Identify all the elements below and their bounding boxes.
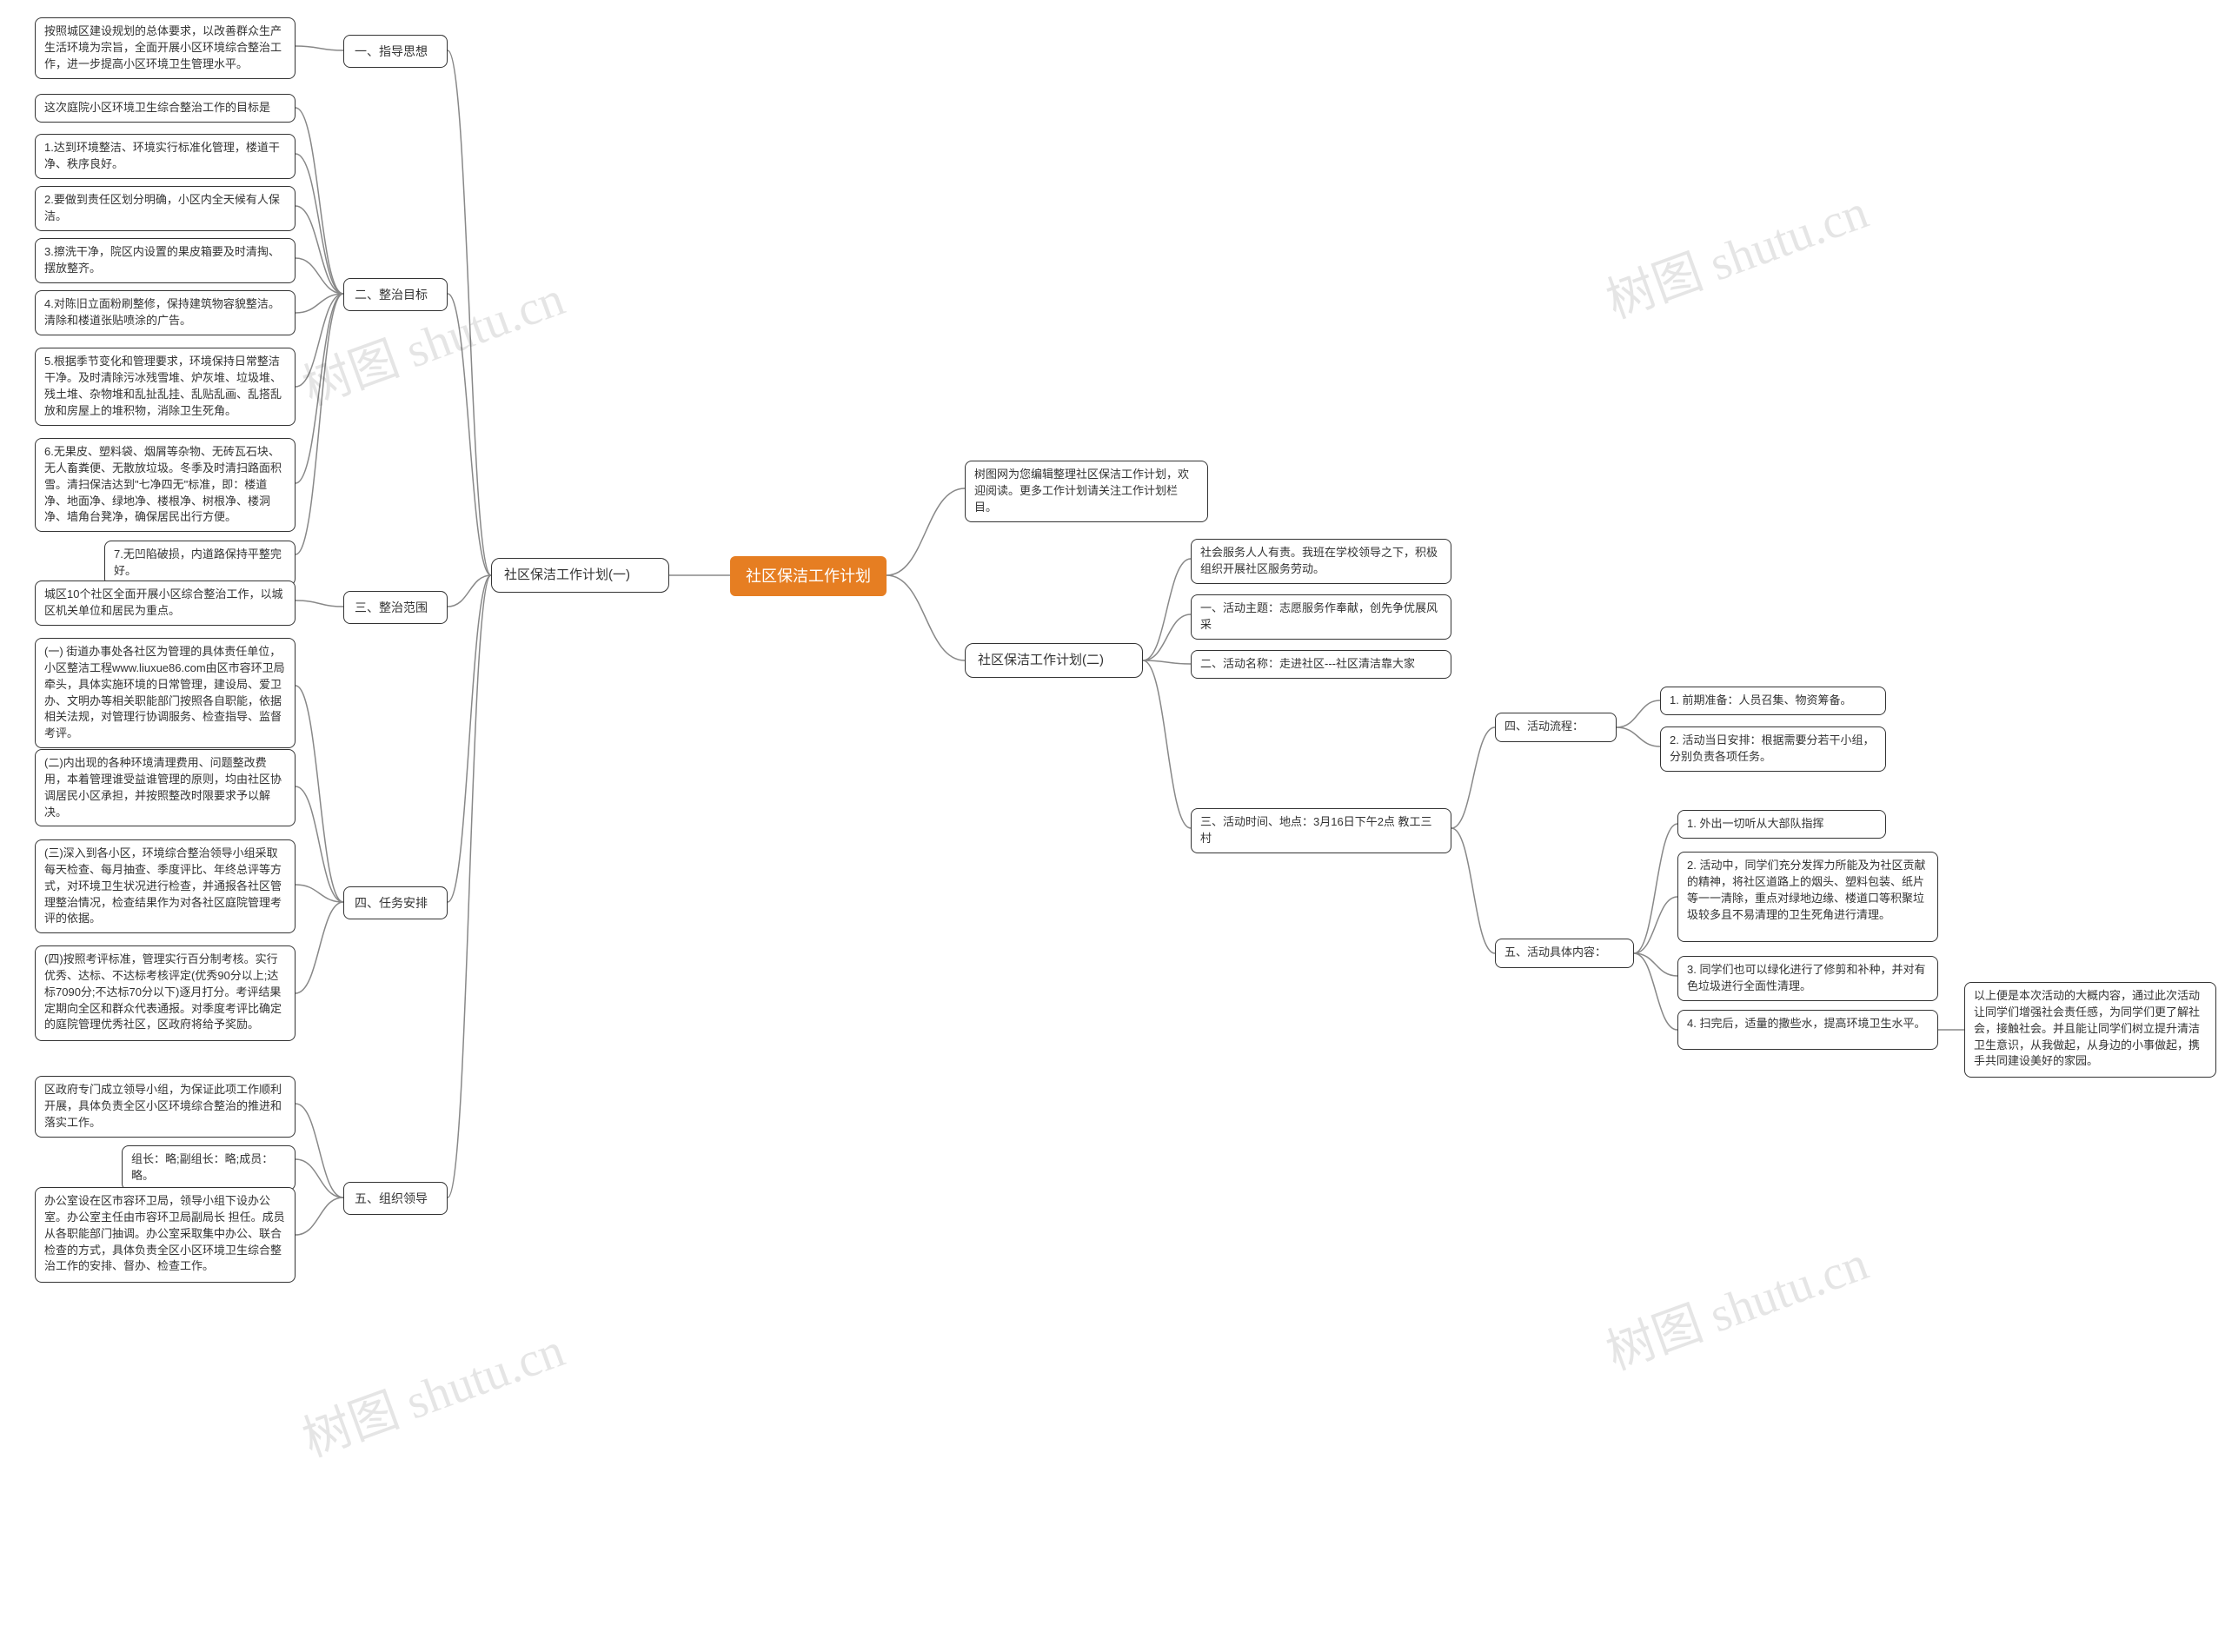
edge	[296, 154, 343, 294]
edge	[296, 600, 343, 607]
watermark: 树图 shutu.cn	[292, 1311, 573, 1471]
node-s1_4: 四、任务安排	[343, 886, 448, 919]
edge	[296, 902, 343, 993]
node-s1_2_e: 4.对陈旧立面粉刷整修，保持建筑物容貌整洁。清除和楼道张贴喷涂的广告。	[35, 290, 296, 335]
node-p2_a: 社会服务人人有责。我班在学校领导之下，积极组织开展社区服务劳动。	[1191, 539, 1451, 584]
node-s1_5_c: 办公室设在区市容环卫局，领导小组下设办公室。办公室主任由市容环卫局副局长 担任。…	[35, 1187, 296, 1283]
mindmap-canvas: 社区保洁工作计划 社区保洁工作计划(一) 一、指导思想 按照城区建设规划的总体要求，以…	[0, 0, 2225, 1652]
node-s1_2_g: 6.无果皮、塑料袋、烟屑等杂物、无砖瓦石块、无人畜粪便、无散放垃圾。冬季及时清扫…	[35, 438, 296, 532]
node-s1_2_h: 7.无凹陷破损，内道路保持平整完好。	[104, 541, 296, 586]
edge	[296, 686, 343, 902]
node-p2_d_2_d: 4. 扫完后，适量的撒些水，提高环境卫生水平。	[1677, 1010, 1938, 1050]
edge	[1617, 727, 1660, 746]
node-s1_5_b: 组长：略;副组长：略;成员：略。	[122, 1145, 296, 1191]
node-s1_4_a: (一) 街道办事处各社区为管理的具体责任单位，小区整洁工程www.liuxue8…	[35, 638, 296, 748]
node-s1_2: 二、整治目标	[343, 278, 448, 311]
edge	[296, 294, 343, 554]
node-s1_3: 三、整治范围	[343, 591, 448, 624]
node-s1_4_c: (三)深入到各小区，环境综合整治领导小组采取每天检查、每月抽查、季度评比、年终总…	[35, 839, 296, 933]
edge	[1634, 897, 1677, 953]
node-p2_d: 三、活动时间、地点：3月16日下午2点 教工三村	[1191, 808, 1451, 853]
node-p2_d_1_b: 2. 活动当日安排：根据需要分若干小组，分别负责各项任务。	[1660, 726, 1886, 772]
edge	[448, 575, 491, 1198]
node-s1_2_c: 2.要做到责任区划分明确，小区内全天候有人保洁。	[35, 186, 296, 231]
edge	[296, 294, 343, 387]
watermark: 树图 shutu.cn	[1596, 173, 1876, 333]
node-s1_2_a: 这次庭院小区环境卫生综合整治工作的目标是	[35, 94, 296, 123]
node-p2_d_2_d_x: 以上便是本次活动的大概内容，通过此次活动让同学们增强社会责任感，为同学们更了解社…	[1964, 982, 2216, 1078]
node-plan1: 社区保洁工作计划(一)	[491, 558, 669, 593]
node-s1_1: 一、指导思想	[343, 35, 448, 68]
node-p2_d_2_b: 2. 活动中，同学们充分发挥力所能及为社区贡献的精神，将社区道路上的烟头、塑料包…	[1677, 852, 1938, 942]
node-p2_d_2_c: 3. 同学们也可以绿化进行了修剪和补种，并对有色垃圾进行全面性清理。	[1677, 956, 1938, 1001]
edge	[296, 258, 343, 294]
node-s1_2_b: 1.达到环境整洁、环境实行标准化管理，楼道干净、秩序良好。	[35, 134, 296, 179]
edge	[1634, 953, 1677, 976]
node-p2_c: 二、活动名称：走进社区---社区清洁靠大家	[1191, 650, 1451, 679]
edge	[296, 1198, 343, 1235]
edge	[448, 294, 491, 575]
edge	[296, 1159, 343, 1198]
edge	[296, 786, 343, 902]
edge-layer	[0, 0, 2225, 1652]
node-p2_d_2_a: 1. 外出一切听从大部队指挥	[1677, 810, 1886, 839]
node-root: 社区保洁工作计划	[730, 556, 887, 596]
edge	[448, 575, 491, 607]
node-s1_2_d: 3.擦洗干净，院区内设置的果皮箱要及时清掏、摆放整齐。	[35, 238, 296, 283]
edge	[296, 46, 343, 50]
edge	[1617, 700, 1660, 727]
node-p2_b: 一、活动主题：志愿服务作奉献，创先争优展风采	[1191, 594, 1451, 640]
edge	[296, 885, 343, 902]
edge	[296, 108, 343, 294]
node-s1_5: 五、组织领导	[343, 1182, 448, 1215]
edge	[296, 1104, 343, 1198]
edge	[1143, 614, 1191, 660]
node-intro2: 树图网为您编辑整理社区保洁工作计划，欢迎阅读。更多工作计划请关注工作计划栏目。	[965, 461, 1208, 522]
node-p2_d_2: 五、活动具体内容：	[1495, 939, 1634, 968]
edge	[448, 575, 491, 902]
watermark: 树图 shutu.cn	[1596, 1224, 1876, 1384]
edge	[1634, 953, 1677, 1030]
edge	[887, 488, 965, 575]
node-p2_d_1_a: 1. 前期准备：人员召集、物资筹备。	[1660, 687, 1886, 715]
node-p2_d_1: 四、活动流程：	[1495, 713, 1617, 742]
edge	[1451, 828, 1495, 953]
node-s1_3_a: 城区10个社区全面开展小区综合整治工作，以城区机关单位和居民为重点。	[35, 581, 296, 626]
edge	[296, 206, 343, 294]
edge	[1143, 559, 1191, 660]
edge	[448, 50, 491, 575]
edge	[296, 294, 343, 483]
edge	[296, 294, 343, 313]
edge	[1634, 824, 1677, 953]
node-s1_2_f: 5.根据季节变化和管理要求，环境保持日常整洁干净。及时清除污冰残雪堆、炉灰堆、垃…	[35, 348, 296, 426]
edge	[1143, 660, 1191, 828]
edge	[887, 575, 965, 660]
node-s1_4_b: (二)内出现的各种环境清理费用、问题整改费用，本着管理谁受益谁管理的原则，均由社…	[35, 749, 296, 826]
node-s1_5_a: 区政府专门成立领导小组，为保证此项工作顺利开展，具体负责全区小区环境综合整治的推…	[35, 1076, 296, 1138]
edge	[1143, 660, 1191, 664]
node-s1_1_a: 按照城区建设规划的总体要求，以改善群众生产生活环境为宗旨，全面开展小区环境综合整…	[35, 17, 296, 79]
node-plan2: 社区保洁工作计划(二)	[965, 643, 1143, 678]
node-s1_4_d: (四)按照考评标准，管理实行百分制考核。实行优秀、达标、不达标考核评定(优秀90…	[35, 945, 296, 1041]
edge	[1451, 727, 1495, 828]
